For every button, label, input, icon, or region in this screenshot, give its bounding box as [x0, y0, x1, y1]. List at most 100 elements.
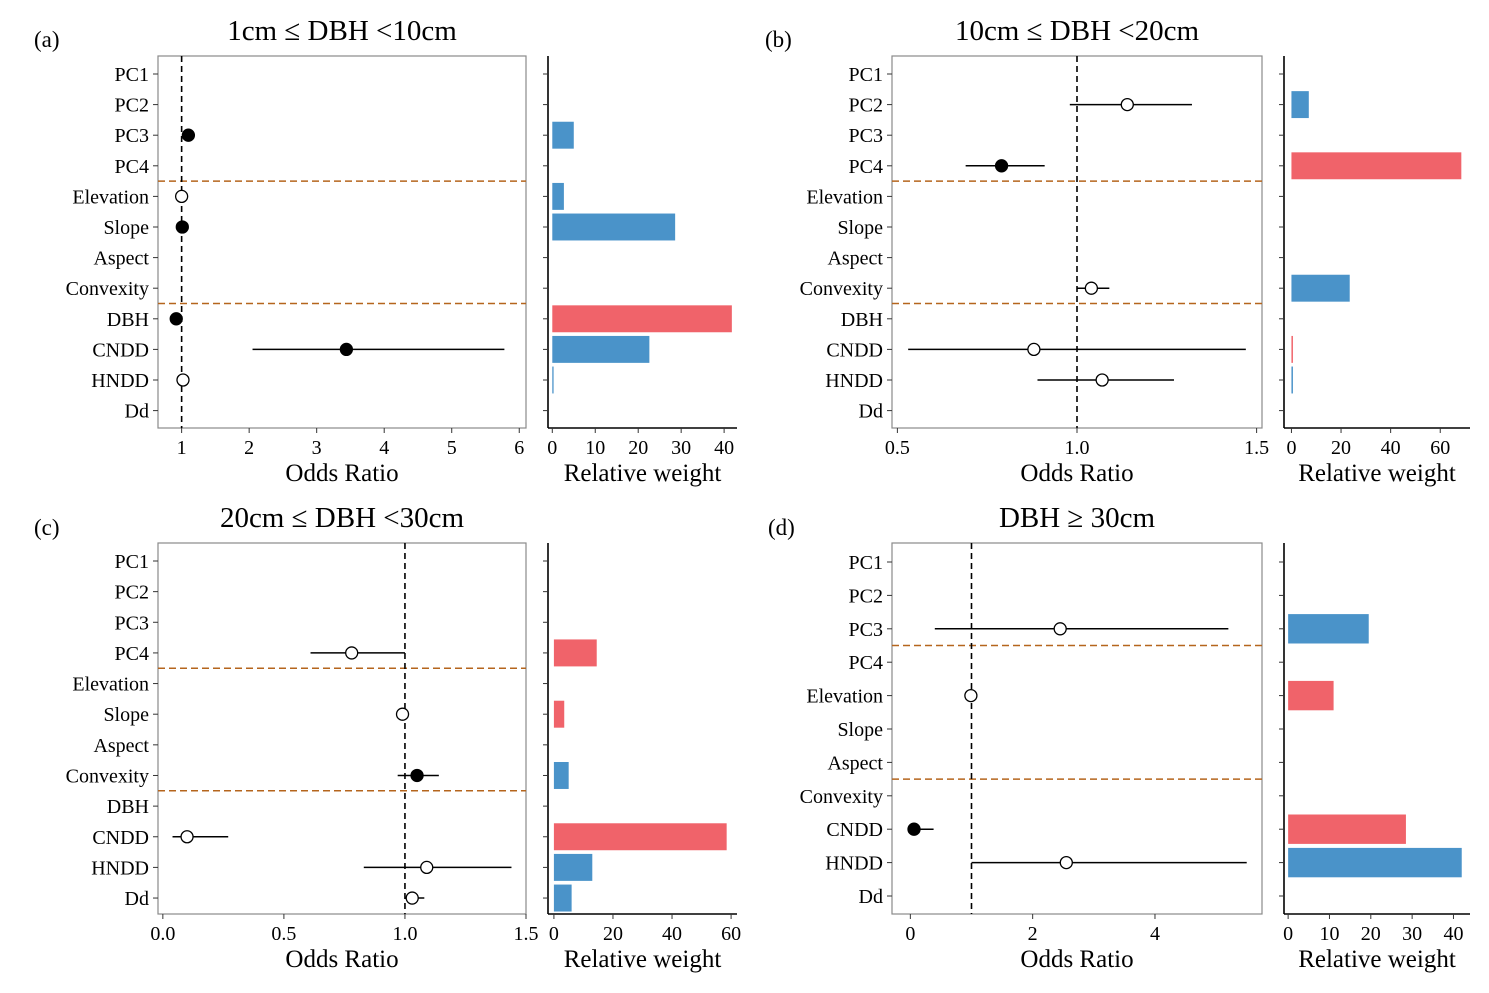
- y-tick-label: Slope: [103, 217, 149, 239]
- x-tick-label: 3: [312, 437, 322, 459]
- y-tick-label: DBH: [107, 796, 149, 818]
- rw-x-tick-label: 20: [1331, 437, 1351, 459]
- rw-x-tick-label: 40: [714, 437, 734, 459]
- y-tick-label: HNDD: [91, 857, 149, 879]
- y-tick-label: Aspect: [827, 752, 883, 774]
- rw-x-tick-label: 0: [549, 923, 559, 945]
- y-tick-label: PC3: [115, 612, 149, 634]
- rw-x-tick-label: 60: [721, 923, 741, 945]
- odds-ratio-point: [339, 342, 354, 357]
- y-tick-label: Aspect: [827, 248, 883, 270]
- panel-label: (a): [34, 27, 60, 52]
- odds-ratio-point: [175, 220, 189, 234]
- y-tick-label: PC3: [115, 125, 149, 147]
- y-tick-label: Slope: [103, 704, 149, 726]
- y-tick-label: Dd: [125, 401, 149, 423]
- rw-x-tick-label: 30: [1402, 923, 1422, 945]
- y-tick-label: PC4: [849, 156, 883, 178]
- relative-weight-bar: [552, 335, 650, 363]
- panel-label: (b): [765, 27, 792, 52]
- odds-ratio-point: [1053, 622, 1067, 636]
- y-tick-label: Dd: [859, 886, 883, 908]
- rw-x-tick-label: 40: [1443, 923, 1463, 945]
- y-tick-label: Elevation: [72, 186, 149, 208]
- x-tick-label: 4: [379, 437, 389, 459]
- y-tick-label: PC2: [849, 95, 883, 117]
- x-tick-label: 0.5: [271, 923, 296, 945]
- y-tick-label: DBH: [841, 309, 883, 331]
- x-axis-label: Odds Ratio: [285, 460, 398, 487]
- relative-weight-bar: [552, 305, 732, 333]
- rw-x-axis-label: Relative weight: [564, 460, 722, 487]
- odds-ratio-point: [345, 646, 359, 660]
- y-tick-label: Elevation: [806, 686, 883, 708]
- relative-weight-bar: [1291, 274, 1350, 302]
- relative-weight-bar: [553, 761, 569, 789]
- odds-ratio-point: [1120, 97, 1134, 112]
- y-tick-label: PC1: [849, 64, 883, 86]
- y-tick-label: Convexity: [800, 786, 883, 808]
- rw-x-tick-label: 60: [1430, 437, 1450, 459]
- plot-area: PC1 PC2 PC3 PC4 Elevation Slope Aspect Convexit…: [66, 55, 737, 487]
- odds-ratio-point: [994, 159, 1009, 173]
- relative-weight-bar: [1288, 680, 1334, 711]
- x-tick-label: 1.0: [392, 923, 417, 945]
- relative-weight-bar: [553, 884, 572, 912]
- panel-title: DBH ≥ 30cm: [999, 502, 1156, 534]
- or-panel-frame: [891, 542, 1263, 915]
- x-tick-label: 1.5: [1244, 437, 1269, 459]
- x-tick-label: 5: [447, 437, 457, 459]
- relative-weight-bar: [552, 213, 676, 241]
- plot-area: PC1 PC2 PC3 PC4 Elevation Slope Aspect Convexit…: [800, 55, 1470, 487]
- panel-c: (c) 20cm ≤ DBH <30cm PC1 PC2 PC3 PC4 Elevati…: [34, 502, 741, 973]
- panel-d: (d) DBH ≥ 30cm PC1 PC2 PC3 PC4 Elevation Slop…: [768, 502, 1470, 973]
- y-tick-label: Elevation: [72, 674, 149, 696]
- panel-title: 20cm ≤ DBH <30cm: [220, 502, 465, 534]
- relative-weight-bar: [553, 700, 565, 728]
- x-axis-label: Odds Ratio: [1020, 946, 1133, 973]
- y-tick-label: Slope: [837, 719, 883, 741]
- odds-ratio-point: [1084, 281, 1099, 295]
- relative-weight-bar: [1288, 614, 1369, 644]
- rw-x-tick-label: 40: [662, 923, 682, 945]
- relative-weight-bar: [1288, 847, 1462, 878]
- x-axis-label: Odds Ratio: [1020, 460, 1133, 487]
- odds-ratio-point: [1095, 373, 1109, 387]
- y-tick-label: CNDD: [826, 339, 883, 361]
- y-tick-label: Aspect: [93, 735, 149, 757]
- rw-x-tick-label: 20: [603, 923, 623, 945]
- y-tick-label: PC4: [849, 652, 883, 674]
- x-tick-label: 6: [514, 437, 524, 459]
- y-tick-label: Dd: [125, 888, 149, 910]
- relative-weight-bar: [552, 182, 564, 210]
- rw-x-tick-label: 0: [1286, 437, 1296, 459]
- relative-weight-bar: [553, 853, 593, 881]
- y-tick-label: CNDD: [826, 819, 883, 841]
- rw-x-tick-label: 10: [1319, 923, 1339, 945]
- x-tick-label: 1.0: [1065, 437, 1090, 459]
- relative-weight-bar: [1291, 91, 1309, 119]
- relative-weight-bar: [552, 366, 554, 394]
- odds-ratio-point: [180, 830, 194, 844]
- odds-ratio-point: [420, 860, 434, 875]
- odds-ratio-point: [1027, 342, 1041, 357]
- odds-ratio-point: [395, 707, 410, 721]
- rw-x-axis-label: Relative weight: [1298, 460, 1456, 487]
- x-tick-label: 2: [1028, 923, 1038, 945]
- x-tick-label: 4: [1150, 923, 1160, 945]
- panel-title: 10cm ≤ DBH <20cm: [955, 15, 1200, 47]
- relative-weight-bar: [1291, 366, 1293, 394]
- odds-ratio-point: [176, 373, 190, 387]
- rw-x-tick-label: 0: [547, 437, 557, 459]
- odds-ratio-point: [410, 768, 424, 783]
- panel-label: (d): [768, 515, 795, 540]
- odds-ratio-point: [907, 822, 921, 836]
- relative-weight-bar: [1291, 152, 1462, 180]
- y-tick-label: Slope: [837, 217, 883, 239]
- odds-ratio-point: [174, 189, 189, 204]
- relative-weight-bar: [552, 121, 574, 149]
- y-tick-label: PC2: [115, 582, 149, 604]
- rw-x-tick-label: 20: [1361, 923, 1381, 945]
- odds-ratio-point: [1059, 855, 1073, 870]
